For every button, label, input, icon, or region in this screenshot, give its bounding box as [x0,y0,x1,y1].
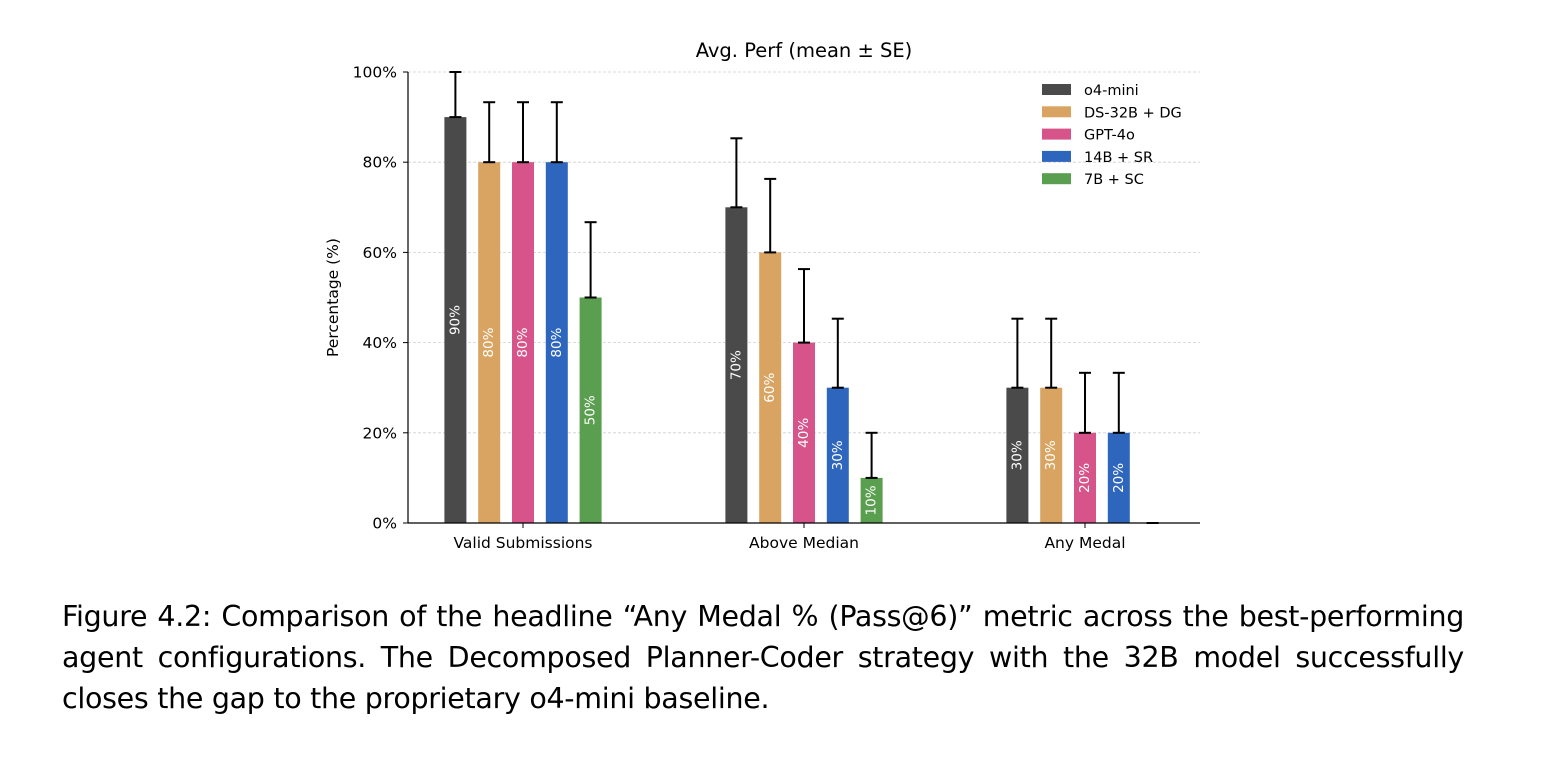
y-tick-label: 80% [363,154,397,172]
x-tick-label: Above Median [749,534,859,552]
legend-swatch [1042,173,1071,185]
bar [444,117,467,523]
bar-value-label: 80% [481,327,497,357]
figure-caption: Figure 4.2: Comparison of the headline “… [62,600,1464,715]
y-tick-label: 0% [372,515,397,533]
y-tick-label: 60% [363,244,397,262]
legend-label: 7B + SC [1084,172,1144,188]
y-tick-label: 20% [363,424,397,442]
legend-swatch [1042,128,1071,140]
x-tick-label: Any Medal [1044,534,1125,552]
y-axis-label: Percentage (%) [324,238,342,357]
bar-value-label: 80% [549,327,565,357]
bar [793,342,815,523]
bar-chart: 0% 20% 40% 60% 80% 100% 90% 70% 30% 80% 60% 30% 80% 4… [324,39,1200,552]
bar [478,162,501,523]
bar-value-label: 60% [762,373,778,403]
bar [512,162,534,523]
bar-value-label: 80% [515,327,531,357]
legend-swatch [1042,106,1071,118]
bar-value-label: 20% [1077,463,1093,493]
bar [826,387,849,523]
legend-label: DS-32B + DG [1084,105,1182,121]
bar-value-label: 70% [728,350,744,380]
bar [860,477,883,523]
bar-value-label: 50% [583,395,599,425]
legend-label: 14B + SR [1084,150,1153,166]
bar-value-label: 40% [796,418,812,448]
bar-value-label: 10% [864,485,880,515]
bar-value-label: 90% [447,305,463,335]
bar [579,297,602,523]
bar-value-label: 30% [1009,440,1025,470]
bar-value-label: 30% [830,440,846,470]
bar [1074,432,1096,523]
bar [1107,432,1130,523]
legend-swatch [1042,150,1071,162]
y-tick-label: 40% [363,334,397,352]
legend-label: o4-mini [1084,83,1139,99]
bar [1006,387,1029,523]
legend-label: GPT-4o [1084,128,1135,144]
bar-value-label: 30% [1043,440,1059,470]
bar [759,252,782,523]
bar [545,162,568,523]
y-tick-label: 100% [353,64,397,82]
bar-value-label: 20% [1111,463,1127,493]
bar [725,207,748,524]
x-tick-label: Valid Submissions [453,534,592,552]
chart-title: Avg. Perf (mean ± SE) [696,39,913,62]
bar [1040,387,1063,523]
legend-swatch [1042,84,1071,95]
